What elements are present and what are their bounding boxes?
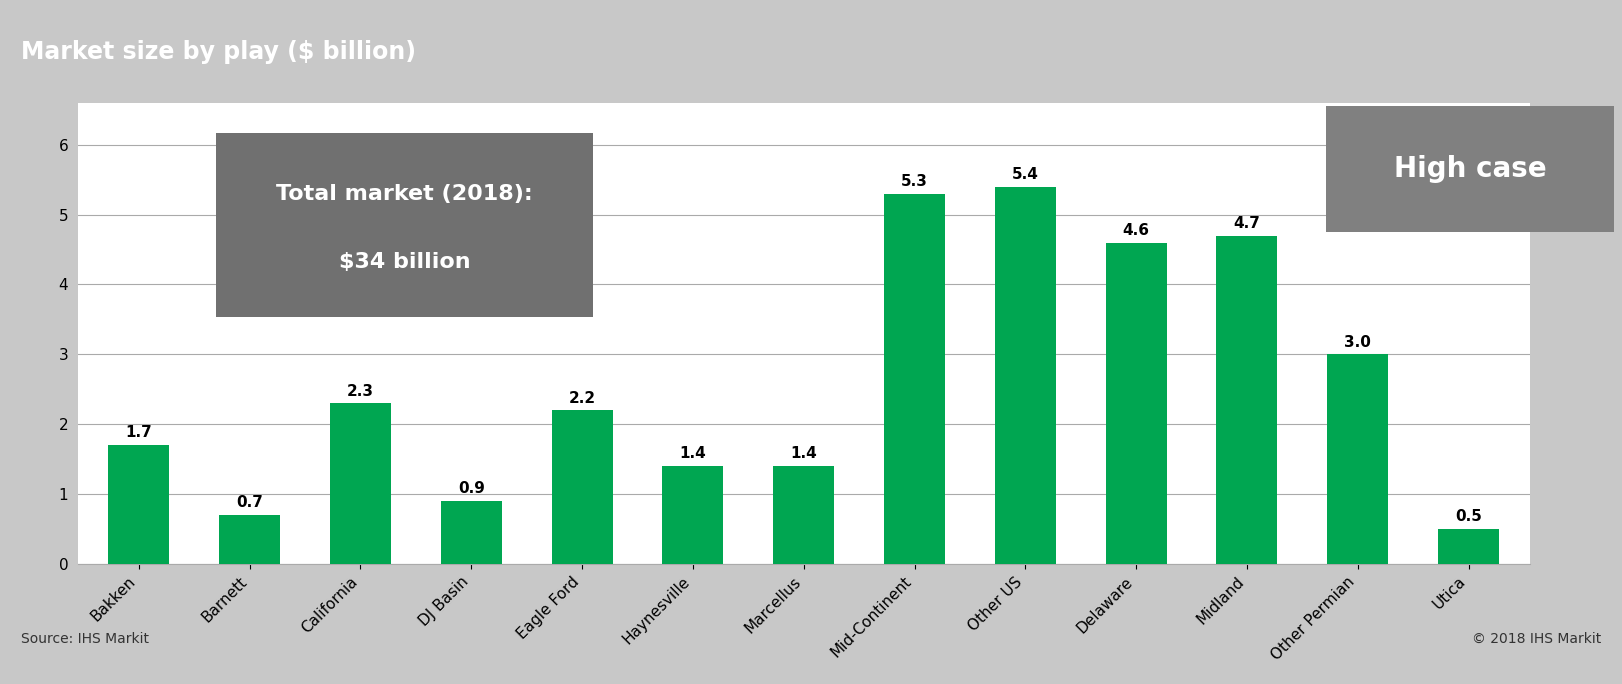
Bar: [994, 187, 1056, 564]
Text: High case: High case: [1393, 155, 1546, 183]
Text: 0.5: 0.5: [1455, 510, 1483, 525]
Text: 4.7: 4.7: [1233, 215, 1260, 231]
Bar: [329, 404, 391, 564]
Bar: [1106, 243, 1166, 564]
Text: 1.7: 1.7: [125, 425, 152, 440]
Text: 5.3: 5.3: [902, 174, 928, 189]
Bar: [662, 466, 723, 564]
Bar: [551, 410, 613, 564]
Text: Source: IHS Markit: Source: IHS Markit: [21, 632, 149, 646]
Text: $34 billion: $34 billion: [339, 252, 470, 272]
Text: 1.4: 1.4: [680, 447, 706, 462]
Text: 5.4: 5.4: [1012, 167, 1038, 182]
Text: 4.6: 4.6: [1122, 222, 1150, 237]
FancyBboxPatch shape: [216, 133, 594, 317]
Text: 2.2: 2.2: [568, 391, 595, 406]
Text: 0.9: 0.9: [457, 482, 485, 497]
Bar: [1327, 354, 1388, 564]
Text: 1.4: 1.4: [790, 447, 817, 462]
Bar: [219, 515, 281, 564]
Bar: [1216, 235, 1278, 564]
Text: 3.0: 3.0: [1345, 334, 1371, 350]
Text: 0.7: 0.7: [237, 495, 263, 510]
Bar: [774, 466, 834, 564]
Bar: [884, 194, 946, 564]
Bar: [441, 501, 501, 564]
Text: Market size by play ($ billion): Market size by play ($ billion): [21, 40, 417, 64]
Bar: [1439, 529, 1499, 564]
Bar: [109, 445, 169, 564]
Text: 2.3: 2.3: [347, 384, 375, 399]
Text: © 2018 IHS Markit: © 2018 IHS Markit: [1471, 632, 1601, 646]
Text: Total market (2018):: Total market (2018):: [276, 183, 534, 204]
